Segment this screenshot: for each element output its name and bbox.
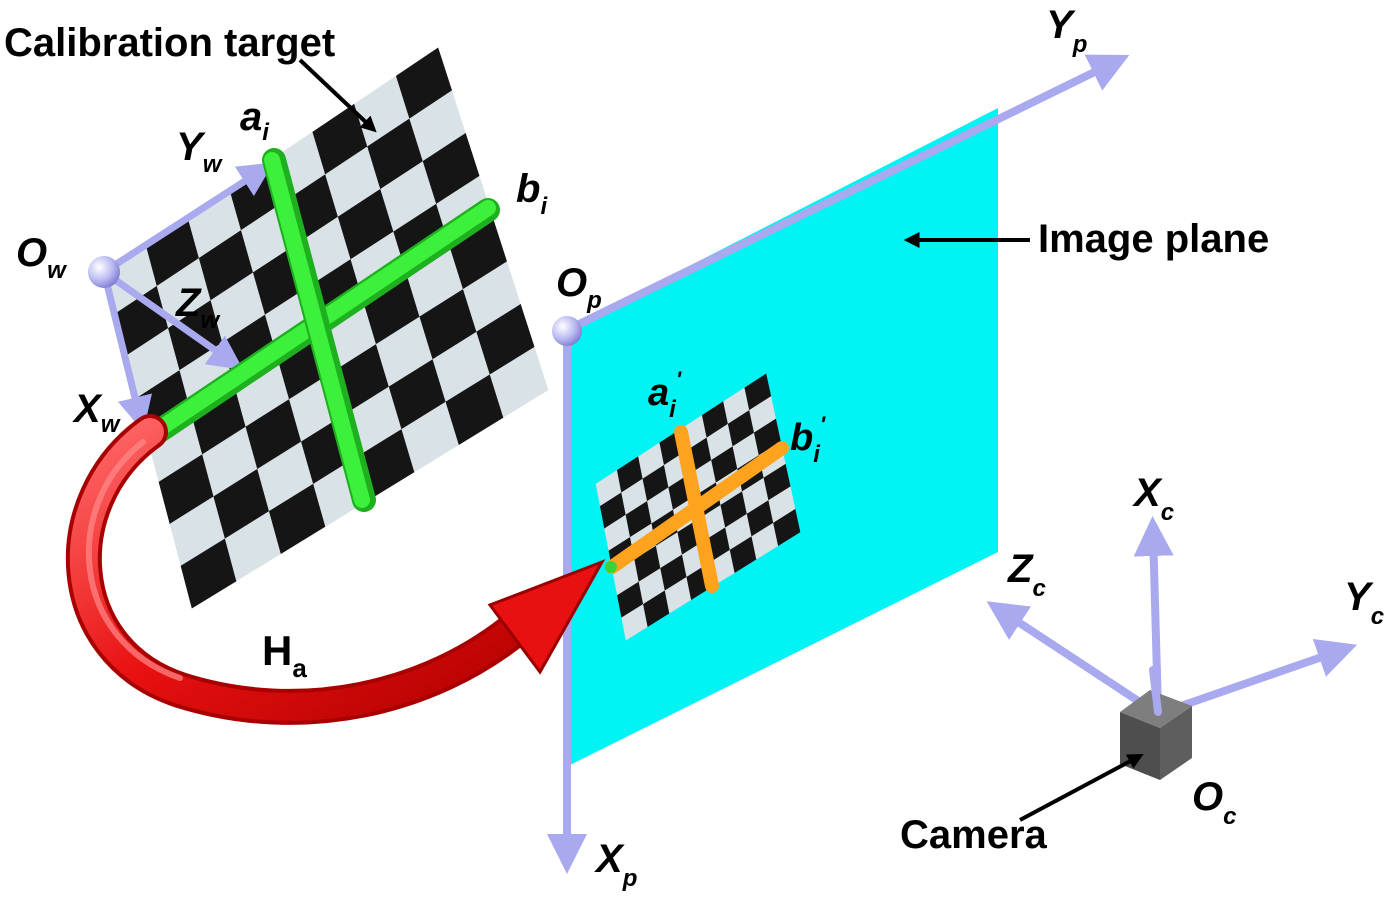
world-z-axis <box>100 268 244 371</box>
calibration-checkerboard <box>103 47 549 609</box>
world-x-label: Xw <box>72 387 121 438</box>
checker-square <box>489 346 549 418</box>
image-origin-sphere <box>552 316 582 346</box>
world-z-label: Zw <box>175 281 220 334</box>
image-y-label: Yp <box>1046 3 1087 58</box>
point-b-label: bi <box>516 167 548 220</box>
arrow-icon <box>1019 753 1144 822</box>
point-a-prime-label: ai' <box>648 367 682 423</box>
camera-origin-label: Oc <box>1192 775 1236 830</box>
camera-x-label: Xc <box>1132 471 1174 526</box>
projected-orange-cross <box>605 425 789 593</box>
world-y-label: Yw <box>176 125 223 178</box>
image-plane-label: Image plane <box>1038 217 1269 261</box>
camera-label: Camera <box>900 813 1048 857</box>
homography-arrow-head <box>487 559 606 675</box>
world-x-axis <box>100 268 152 432</box>
calibration-target-label: Calibration target <box>4 21 335 65</box>
homography-label: Ha <box>262 627 307 683</box>
green-cross <box>140 148 500 512</box>
world-y-axis <box>100 162 274 276</box>
camera-z-label: Zc <box>1007 547 1046 602</box>
image-origin-label: Op <box>556 261 602 314</box>
camera-y-label: Yc <box>1344 575 1384 630</box>
camera-cube-icon <box>986 516 1358 780</box>
image-x-label: Xp <box>594 837 637 892</box>
world-origin-sphere <box>88 256 120 288</box>
point-b-prime-label: bi' <box>790 412 826 468</box>
image-plane <box>570 108 998 765</box>
point-a-label: ai <box>240 95 270 146</box>
image-y-axis <box>563 54 1130 334</box>
world-origin-label: Ow <box>16 231 67 284</box>
arrow-icon <box>298 58 377 133</box>
checker-square <box>773 508 801 546</box>
